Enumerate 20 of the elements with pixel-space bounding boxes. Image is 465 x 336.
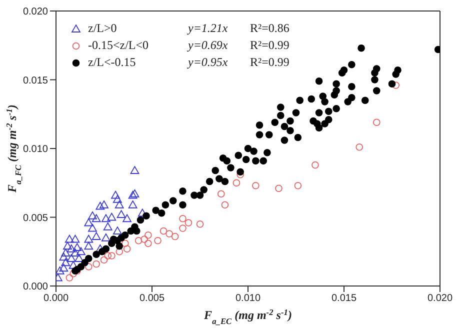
legend-label: z/L>0 xyxy=(88,21,118,36)
x-tick-label: 0.020 xyxy=(427,293,453,304)
y-tick-label: 0.015 xyxy=(22,75,48,86)
y-tick-label: 0.005 xyxy=(22,212,48,224)
x-tick-label: 0.000 xyxy=(43,293,69,304)
annotation: y=1.21x xyxy=(188,21,229,36)
annotation: R²=0.99 xyxy=(250,38,290,53)
legend-label: z/L<-0.15 xyxy=(88,55,137,70)
annotation: y=0.69x xyxy=(188,38,229,53)
y-tick-label: 0.020 xyxy=(22,6,48,18)
x-axis-title: F$_{a_EC}$ (mg m$^{-2}$ s$^{-1}$) xyxy=(203,308,292,326)
x-tick-label: 0.015 xyxy=(331,293,357,304)
x-tick-label: 0.010 xyxy=(235,293,261,304)
y-tick-label: 0.010 xyxy=(22,144,48,156)
annotation: R²=0.99 xyxy=(250,55,290,70)
y-tick-label: 0.000 xyxy=(22,282,48,293)
annotation: R²=0.86 xyxy=(250,21,290,36)
x-tick-label: 0.005 xyxy=(139,293,165,304)
legend-label: -0.15<z/L<0 xyxy=(88,38,150,53)
annotation: y=0.95x xyxy=(188,55,229,70)
